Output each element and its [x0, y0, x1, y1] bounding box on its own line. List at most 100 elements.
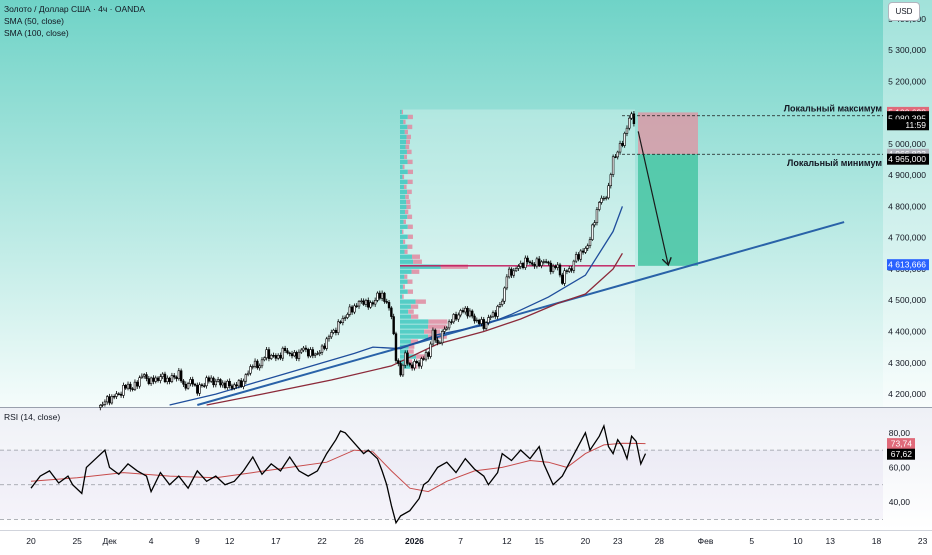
candle-body	[350, 306, 354, 313]
annotations: Локальный максимум Локальный минимум	[622, 104, 883, 264]
time-tick-label: 9	[195, 536, 200, 546]
candle-body	[373, 300, 377, 305]
volume-profile-bar	[406, 204, 411, 209]
candle-body	[152, 377, 155, 382]
volume-profile-bar	[400, 274, 405, 279]
volume-profile-bar	[410, 304, 419, 309]
candle-body	[609, 174, 613, 187]
candle-body	[212, 377, 215, 386]
candle-body	[399, 363, 402, 376]
volume-profile-bar	[400, 209, 405, 214]
volume-profile-bar	[404, 129, 408, 135]
candle-body	[471, 310, 474, 317]
rsi-label-text: 73,74	[891, 439, 913, 449]
candle-body	[556, 264, 559, 268]
volume-profile-bar	[400, 359, 408, 364]
volume-profile-bar	[400, 144, 406, 150]
time-tick-label: 15	[534, 536, 544, 546]
price-label-box	[887, 259, 929, 271]
candle-body	[531, 262, 534, 265]
volume-profile-bar	[400, 244, 408, 249]
volume-profile-bar	[400, 169, 408, 175]
time-tick-label: 25	[72, 536, 82, 546]
candle-body	[223, 382, 227, 388]
candle-body	[341, 318, 345, 324]
candle-body	[607, 185, 610, 199]
volume-profile-bar	[404, 274, 408, 279]
candle-body	[103, 401, 107, 405]
candle-body	[360, 300, 363, 302]
candle-body	[528, 261, 532, 264]
candle-body	[265, 349, 268, 359]
symbol-title[interactable]: Золото / Доллар США · 4ч · OANDA	[4, 4, 146, 14]
candle-body	[110, 396, 114, 404]
candle-body	[138, 377, 141, 387]
candle-body	[371, 302, 375, 305]
currency-button[interactable]: USD	[888, 2, 920, 21]
candle-body	[334, 329, 338, 333]
candle-body	[198, 384, 201, 394]
candle-body	[244, 374, 248, 382]
candle-body	[129, 383, 132, 390]
candle-body	[503, 287, 506, 302]
candle-body	[124, 384, 127, 389]
rsi-legend[interactable]: RSI (14, close)	[4, 412, 61, 422]
candle-body	[574, 254, 578, 262]
candle-body	[233, 384, 236, 389]
candle-body	[320, 345, 324, 353]
candle-body	[126, 383, 130, 389]
candle-body	[434, 329, 437, 341]
candle-body	[540, 261, 543, 266]
candle-body	[230, 385, 234, 389]
candle-body	[473, 315, 476, 322]
time-tick-label: 12	[502, 536, 512, 546]
candle-body	[431, 329, 435, 345]
volume-profile-bar	[400, 129, 405, 135]
volume-profile-bar	[407, 159, 413, 165]
sma50-legend[interactable]: SMA (50, close)	[4, 16, 64, 26]
candle-body	[117, 393, 120, 395]
volume-profile-bar	[400, 349, 409, 354]
indicator-lines	[169, 206, 845, 406]
candle-body	[524, 257, 527, 268]
candle-body	[131, 388, 134, 390]
volume-profile-bar	[400, 279, 408, 284]
volume-profile-bar	[400, 224, 408, 229]
candle-body	[510, 268, 513, 276]
volume-profile-bar	[400, 239, 404, 244]
volume-profile-bar	[407, 214, 413, 219]
candle-body	[166, 377, 169, 383]
rsi-line	[30, 423, 647, 525]
volume-profile-bar	[407, 244, 413, 249]
candle-body	[145, 374, 148, 379]
volume-profile-bar	[402, 294, 404, 299]
candle-body	[281, 347, 284, 359]
volume-profile-bar	[410, 339, 419, 344]
candle-body	[209, 377, 213, 382]
volume-profile-bar	[411, 254, 420, 259]
volume-profile-bar	[407, 224, 413, 229]
candle-body	[357, 301, 361, 307]
rsi-label-box	[887, 448, 915, 460]
price-label-text: 5 080,395	[888, 114, 926, 124]
candle-body	[378, 292, 382, 299]
sma100-legend[interactable]: SMA (100, close)	[4, 28, 69, 38]
candle-body	[214, 380, 217, 386]
candle-body	[175, 376, 178, 380]
candle-body	[302, 347, 305, 351]
volume-profile-bar	[407, 359, 413, 364]
price-label-box	[887, 119, 929, 131]
short-position-tool[interactable]	[638, 112, 698, 266]
candle-body	[507, 268, 511, 278]
rsi-label-text: 67,62	[891, 449, 913, 459]
candle-body	[142, 374, 146, 377]
candle-body	[390, 307, 393, 317]
candle-body	[542, 261, 546, 263]
candle-body	[422, 358, 425, 360]
volume-profile-bar	[400, 114, 408, 120]
time-tick-label: 26	[354, 536, 364, 546]
candle-body	[632, 113, 636, 125]
time-axis[interactable]: 20 25 Дек 4 9 12 17 22 26 2026 7 12 15 20 23 28 Фев 5 10 13…	[26, 536, 927, 546]
